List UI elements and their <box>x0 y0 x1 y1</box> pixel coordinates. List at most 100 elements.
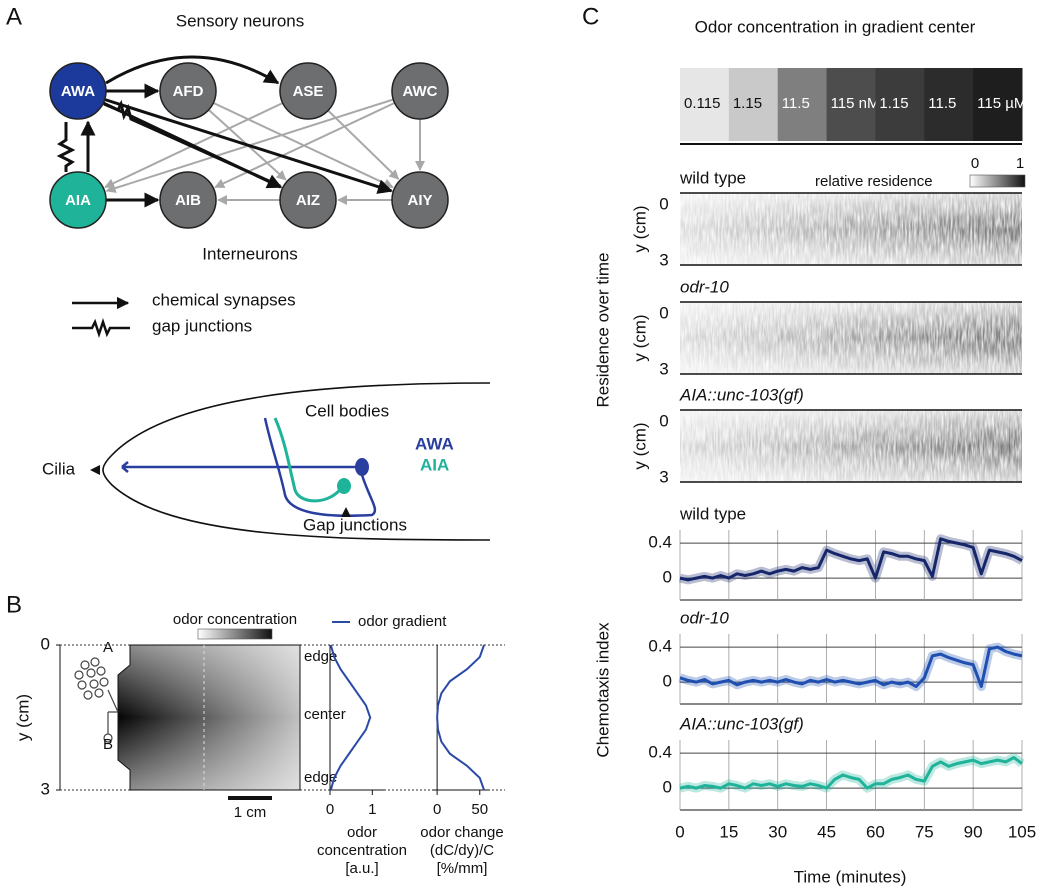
x-tick-label: 45 <box>817 822 836 841</box>
concentration-colorbar <box>197 628 273 640</box>
x-axis-label: [a.u.] <box>345 860 378 877</box>
panel-letter: A <box>6 3 22 30</box>
node-label: AIA <box>65 192 91 209</box>
y-axis-label: y (cm) <box>630 205 649 252</box>
section-title: Sensory neurons <box>176 11 305 30</box>
neuron-node <box>279 171 337 229</box>
y-tick-label: 0 <box>663 568 672 587</box>
scale-label: 1 cm <box>234 804 267 821</box>
aia-soma <box>337 478 351 494</box>
x-axis-label: [%/mm] <box>437 860 488 877</box>
panel-letter: C <box>582 3 599 30</box>
node-label: AIY <box>407 192 432 209</box>
legend-zigzag <box>72 318 130 338</box>
x-tick-label: 60 <box>866 822 885 841</box>
side-label: Residence over time <box>593 253 612 408</box>
x-tick-label: 75 <box>915 822 934 841</box>
heatmap-title: odr-10 <box>680 277 729 296</box>
chart-title: odr-10 <box>680 608 729 627</box>
colorbar-label: odor concentration <box>173 611 297 628</box>
neuron-node <box>391 62 449 120</box>
neuron-node <box>49 171 107 229</box>
neuron-node <box>159 62 217 120</box>
node-label: ASE <box>293 83 324 100</box>
concentration-label: 1.15 <box>879 95 908 112</box>
y-tick-label: 3 <box>659 359 668 378</box>
x-tick-label: 15 <box>719 822 738 841</box>
y-tick-label: 0 <box>41 634 50 653</box>
synapse-edge <box>214 102 396 189</box>
heatmap-noise <box>680 410 1022 482</box>
y-tick-label: 0.4 <box>648 533 672 552</box>
y-tick-label: 0.4 <box>648 637 672 656</box>
position-label: center <box>304 706 346 723</box>
node-label: AWA <box>61 83 95 100</box>
anatomy-label: AWA <box>415 434 454 453</box>
x-tick-label: 1 <box>368 801 376 818</box>
y-axis-label: y (cm) <box>630 314 649 361</box>
y-tick-label: 0 <box>659 303 668 322</box>
concentration-step <box>777 68 828 141</box>
worm-outline <box>102 382 491 541</box>
x-tick-label: 0 <box>675 822 684 841</box>
position-label: edge <box>304 769 337 786</box>
y-tick-label: 0 <box>663 672 672 691</box>
y-tick-label: 0 <box>659 411 668 430</box>
x-axis-label: odor <box>347 824 377 841</box>
y-tick-label: 3 <box>659 467 668 486</box>
y-axis-label: y (cm) <box>630 422 649 469</box>
heatmap-title: wild type <box>679 168 746 187</box>
anatomy-label: Cell bodies <box>305 401 389 420</box>
anatomy-label: Cilia <box>42 459 76 478</box>
residence-colorbar <box>969 174 1026 188</box>
heatmap-title: AIA::unc-103(gf) <box>679 385 804 404</box>
anatomy-label: AIA <box>420 455 449 474</box>
colorbar-tick: 0 <box>971 155 979 172</box>
neuron-label: B <box>103 736 113 753</box>
concentration-step <box>680 68 730 141</box>
x-axis-label: (dC/dy)/C <box>430 842 494 859</box>
neuron-node <box>49 62 107 120</box>
awa-neurite <box>121 461 362 473</box>
concentration-step <box>875 68 925 141</box>
synapse-edge <box>105 55 280 85</box>
concentration-label: 115 nM <box>831 95 880 112</box>
panel-title: Odor concentration in gradient center <box>695 17 976 36</box>
awa-axon <box>263 417 377 517</box>
gap-junction-pointer <box>341 507 351 517</box>
concentration-label: 0.115 <box>684 95 720 112</box>
neuron-label: A <box>103 639 113 656</box>
x-axis-label: Time (minutes) <box>794 867 907 886</box>
legend-label: odor gradient <box>358 613 447 630</box>
anatomy-label: Gap junctions <box>303 515 407 534</box>
trace-line <box>679 537 1023 582</box>
neuron-icon <box>74 657 119 743</box>
section-title: Interneurons <box>202 244 297 263</box>
trace-line <box>679 756 1023 790</box>
colorbar-tick: 1 <box>1016 155 1024 172</box>
neuron-node <box>279 62 337 120</box>
concentration-label: 115 µM <box>977 95 1026 112</box>
synapse-edge <box>104 98 393 194</box>
colorbar-label: relative residence <box>815 173 933 190</box>
legend-label: gap junctions <box>152 316 252 335</box>
profile-line <box>329 644 372 791</box>
neuron-node <box>391 171 449 229</box>
y-tick-label: 0 <box>659 194 668 213</box>
x-tick-label: 30 <box>768 822 787 841</box>
concentration-step <box>728 68 779 141</box>
y-tick-label: 0.4 <box>648 743 672 762</box>
x-tick-label: 105 <box>1008 822 1036 841</box>
gap-junction <box>56 122 76 172</box>
gel-outline <box>117 644 301 791</box>
concentration-step <box>826 68 876 141</box>
x-axis-label: odor change <box>420 824 503 841</box>
x-tick-label: 90 <box>964 822 983 841</box>
node-label: AIZ <box>296 192 320 209</box>
concentration-step <box>924 68 974 141</box>
profile-line <box>436 644 485 791</box>
position-label: edge <box>304 648 337 665</box>
